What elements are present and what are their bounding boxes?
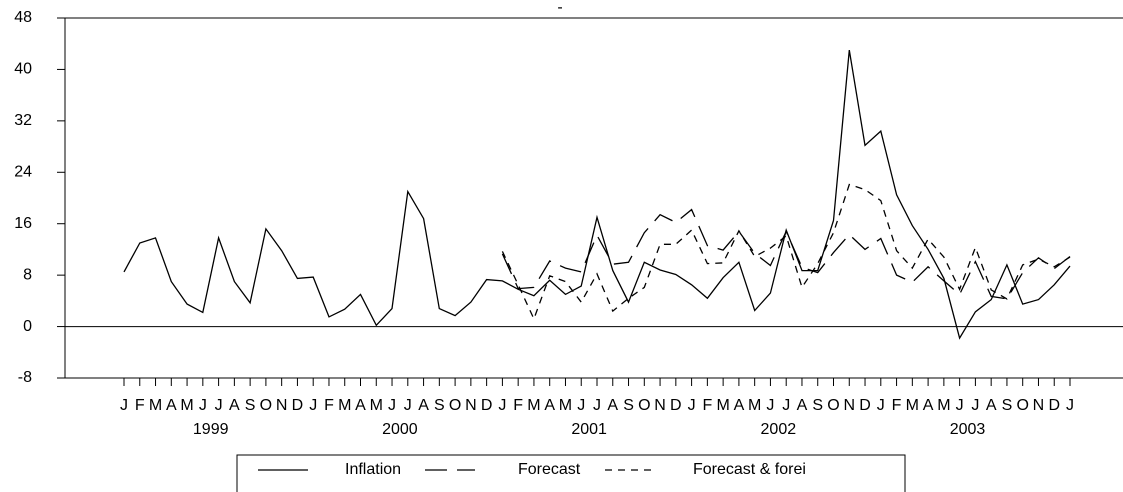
line-series xyxy=(501,183,1071,321)
x-tick-label: A xyxy=(797,397,808,414)
legend-box xyxy=(236,454,906,492)
line-series xyxy=(123,49,1071,340)
x-tick-label: M xyxy=(906,397,919,414)
x-tick-label: M xyxy=(370,397,383,414)
x-tick-label: J xyxy=(1066,397,1074,414)
x-tick-label: D xyxy=(292,397,304,414)
year-label: 2003 xyxy=(950,421,986,438)
x-tick-label: M xyxy=(937,397,950,414)
x-tick-label: O xyxy=(260,397,272,414)
x-tick-label: N xyxy=(276,397,288,414)
x-tick-label: M xyxy=(748,397,761,414)
x-tick-label: O xyxy=(827,397,839,414)
x-tick-label: N xyxy=(843,397,855,414)
x-tick-label: N xyxy=(465,397,477,414)
x-tick-label: J xyxy=(877,397,885,414)
x-tick-label: N xyxy=(1033,397,1045,414)
x-tick-label: S xyxy=(812,397,823,414)
x-tick-label: A xyxy=(986,397,997,414)
x-tick-label: O xyxy=(1016,397,1028,414)
year-label: 2000 xyxy=(382,421,418,438)
x-tick-label: F xyxy=(702,397,712,414)
x-tick-label: J xyxy=(309,397,317,414)
x-tick-label: A xyxy=(544,397,555,414)
year-label: 2001 xyxy=(571,421,607,438)
x-tick-label: M xyxy=(180,397,193,414)
x-tick-label: O xyxy=(449,397,461,414)
y-tick-label: 8 xyxy=(23,266,32,283)
x-tick-label: J xyxy=(215,397,223,414)
x-tick-label: J xyxy=(404,397,412,414)
x-tick-label: J xyxy=(120,397,128,414)
x-tick-label: F xyxy=(135,397,145,414)
x-tick-label: J xyxy=(971,397,979,414)
x-tick-label: J xyxy=(766,397,774,414)
x-tick-label: M xyxy=(527,397,540,414)
x-tick-label: M xyxy=(559,397,572,414)
x-tick-label: A xyxy=(923,397,934,414)
y-tick-label: -8 xyxy=(18,369,32,386)
x-tick-label: N xyxy=(654,397,666,414)
chart-title: - xyxy=(557,0,562,16)
x-tick-label: A xyxy=(418,397,429,414)
x-tick-label: D xyxy=(670,397,682,414)
x-tick-label: D xyxy=(481,397,493,414)
year-label: 1999 xyxy=(193,421,229,438)
x-tick-label: S xyxy=(623,397,634,414)
y-tick-label: 32 xyxy=(14,112,32,129)
y-tick-label: 40 xyxy=(14,61,32,78)
x-tick-label: D xyxy=(859,397,871,414)
legend-label: Inflation xyxy=(345,461,401,478)
y-tick-label: 16 xyxy=(14,215,32,232)
x-tick-label: J xyxy=(199,397,207,414)
x-tick-label: J xyxy=(498,397,506,414)
line-series xyxy=(501,208,1071,300)
x-tick-label: M xyxy=(149,397,162,414)
legend-label: Forecast & forei xyxy=(693,461,806,478)
x-tick-label: S xyxy=(245,397,256,414)
x-tick-label: A xyxy=(166,397,177,414)
x-tick-label: A xyxy=(229,397,240,414)
y-tick-label: 0 xyxy=(23,318,32,335)
x-tick-label: J xyxy=(388,397,396,414)
x-tick-label: F xyxy=(892,397,902,414)
x-tick-label: S xyxy=(1002,397,1013,414)
year-label: 2002 xyxy=(761,421,797,438)
x-tick-label: A xyxy=(734,397,745,414)
x-tick-label: M xyxy=(338,397,351,414)
x-tick-label: J xyxy=(782,397,790,414)
x-tick-label: A xyxy=(355,397,366,414)
x-tick-label: A xyxy=(607,397,618,414)
x-tick-label: M xyxy=(716,397,729,414)
x-tick-label: F xyxy=(324,397,334,414)
x-tick-label: J xyxy=(956,397,964,414)
x-tick-label: J xyxy=(593,397,601,414)
legend-label: Forecast xyxy=(518,461,581,478)
x-tick-label: J xyxy=(688,397,696,414)
x-tick-label: D xyxy=(1048,397,1060,414)
x-tick-label: F xyxy=(513,397,523,414)
y-tick-label: 24 xyxy=(14,164,32,181)
x-tick-label: O xyxy=(638,397,650,414)
x-tick-label: J xyxy=(577,397,585,414)
x-tick-label: S xyxy=(434,397,445,414)
y-tick-label: 48 xyxy=(14,9,32,26)
